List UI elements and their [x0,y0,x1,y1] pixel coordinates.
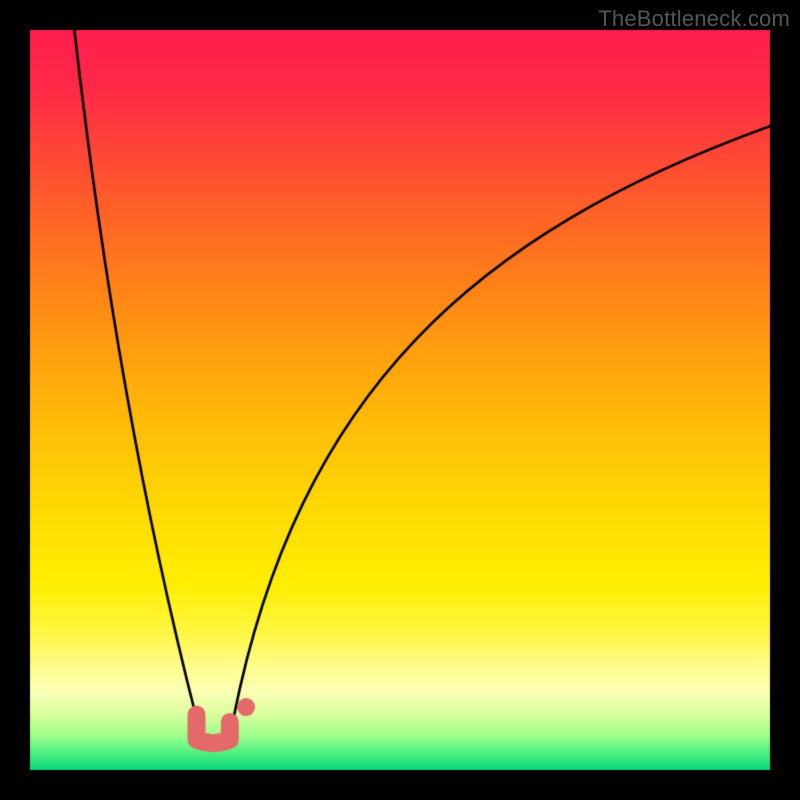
chart-stage: TheBottleneck.com [0,0,800,800]
bottleneck-plot-canvas [0,0,800,800]
